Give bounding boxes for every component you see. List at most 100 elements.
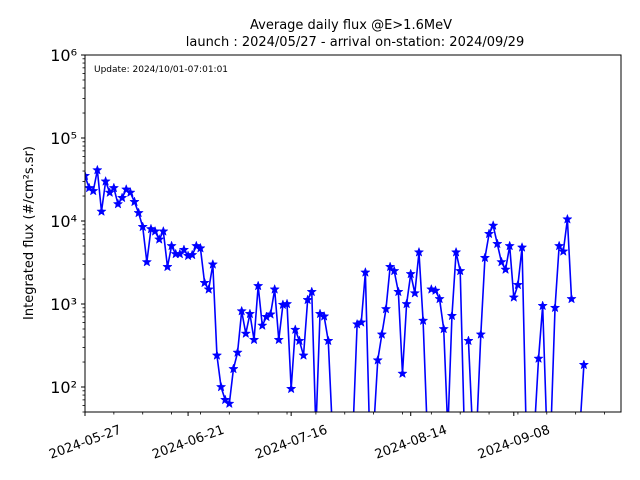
data-point	[215, 381, 227, 392]
y-tick-label: 10⁴	[50, 212, 77, 231]
data-point	[195, 242, 206, 253]
data-point	[553, 240, 565, 251]
data-point	[199, 277, 210, 288]
data-point	[203, 283, 214, 294]
data-point	[487, 220, 499, 231]
data-point	[356, 316, 367, 327]
data-point	[450, 246, 462, 257]
data-point	[401, 298, 412, 309]
data-point	[409, 287, 421, 298]
data-point	[558, 245, 569, 256]
data-point	[116, 192, 128, 203]
data-point	[236, 305, 247, 316]
data-point	[413, 246, 425, 257]
data-point	[537, 300, 548, 311]
y-axis-label: Integrated flux (#/cm²s.sr)	[22, 146, 37, 320]
data-point	[533, 353, 544, 364]
data-point	[219, 394, 231, 405]
data-point	[562, 213, 573, 224]
y-tick-label: 10²	[50, 378, 77, 397]
data-point	[318, 310, 330, 321]
chart-subtitle: launch : 2024/05/27 - arrival on-station…	[186, 35, 524, 50]
x-tick-label: 2024-08-14	[373, 423, 449, 463]
series-layer	[85, 164, 590, 412]
data-point	[360, 266, 371, 277]
data-point	[376, 328, 388, 339]
data-point	[244, 308, 256, 319]
data-point	[393, 286, 404, 297]
data-point	[207, 258, 219, 269]
data-point	[430, 285, 441, 296]
update-annotation: Update: 2024/10/01-07:01:01	[94, 65, 228, 75]
data-point	[479, 252, 491, 263]
data-point	[162, 261, 173, 272]
data-point	[298, 349, 309, 360]
data-point	[475, 328, 487, 339]
data-point	[224, 398, 235, 409]
data-point	[108, 182, 120, 193]
data-point	[252, 280, 264, 291]
data-point	[137, 221, 148, 232]
data-point	[228, 363, 239, 374]
data-point	[323, 335, 334, 346]
data-point	[285, 383, 297, 394]
series-line	[534, 305, 547, 412]
data-point	[96, 206, 107, 217]
data-point	[483, 228, 495, 239]
plot-frame	[84, 54, 622, 413]
data-point	[314, 308, 326, 319]
data-point	[158, 225, 169, 236]
data-point	[211, 349, 223, 360]
data-point	[380, 303, 392, 314]
data-point	[92, 164, 103, 175]
data-point	[153, 233, 165, 244]
data-point	[100, 175, 111, 186]
data-point	[405, 268, 416, 279]
data-point	[454, 265, 466, 276]
y-tick-label: 10³	[50, 295, 77, 314]
data-point	[240, 328, 252, 339]
data-point	[384, 261, 396, 272]
data-point	[145, 223, 157, 234]
series-line	[85, 169, 333, 412]
data-point	[500, 264, 511, 275]
y-tick-label: 10⁶	[50, 46, 77, 65]
data-point	[186, 249, 198, 260]
chart-title: Average daily flux @E>1.6MeV	[250, 18, 452, 33]
series-line	[580, 364, 585, 412]
series-line	[431, 251, 465, 412]
data-point	[492, 238, 503, 249]
data-point	[434, 293, 445, 304]
series-line	[352, 271, 370, 412]
data-point	[417, 315, 429, 326]
x-tick-label: 2024-09-08	[476, 423, 552, 463]
data-point	[88, 185, 99, 196]
data-point	[281, 298, 293, 309]
series-line	[467, 340, 473, 412]
data-point	[273, 334, 285, 345]
data-point	[129, 196, 140, 207]
data-point	[178, 244, 190, 255]
data-point	[463, 335, 474, 346]
data-point	[232, 347, 243, 358]
data-point	[372, 354, 383, 365]
data-point	[112, 198, 124, 209]
data-point	[566, 293, 577, 304]
y-tick-label: 10⁵	[50, 129, 77, 148]
data-point	[306, 286, 318, 297]
data-point	[248, 334, 260, 345]
data-point	[438, 323, 449, 334]
data-point	[141, 256, 153, 267]
data-point	[496, 256, 507, 267]
x-tick-label: 2024-06-21	[150, 423, 226, 463]
data-point	[446, 310, 458, 321]
data-point	[269, 283, 280, 294]
x-tick-label: 2024-05-27	[47, 423, 123, 463]
x-tick-label: 2024-07-16	[253, 423, 329, 463]
data-point	[397, 368, 408, 379]
data-point	[516, 241, 528, 252]
data-point	[290, 324, 301, 335]
data-point	[191, 240, 202, 251]
data-point	[512, 279, 524, 290]
